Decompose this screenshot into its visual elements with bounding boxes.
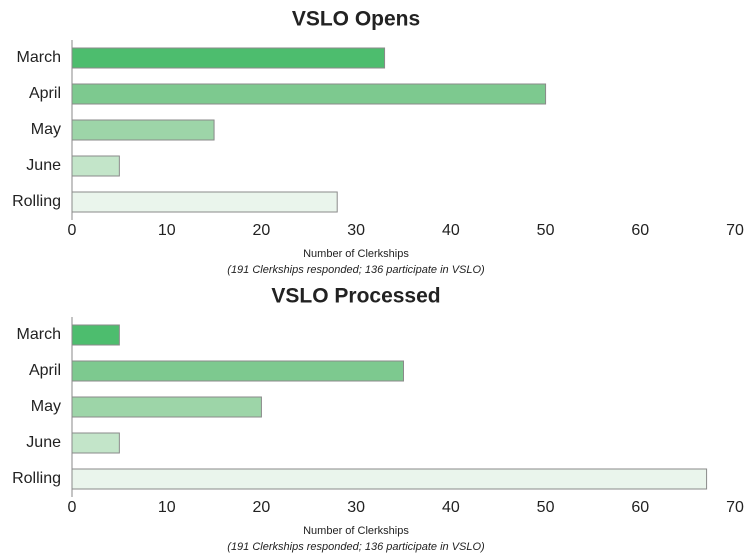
category-label: April	[29, 85, 61, 102]
bar	[71, 191, 338, 213]
bar	[71, 119, 215, 141]
category-label: Rolling	[12, 470, 61, 487]
x-tick-label: 70	[726, 499, 744, 516]
bar	[71, 432, 120, 454]
x-tick-label: 20	[253, 499, 271, 516]
bar	[71, 47, 386, 69]
x-axis-label: Number of Clerkships	[303, 525, 409, 537]
bar	[71, 468, 708, 490]
category-label: April	[29, 362, 61, 379]
chart-title: VSLO Processed	[271, 285, 440, 308]
note: (191 Clerkships responded; 136 participa…	[227, 264, 485, 276]
x-tick-label: 0	[68, 222, 77, 239]
category-label: Rolling	[12, 193, 61, 210]
x-tick-label: 60	[631, 499, 649, 516]
x-tick-label: 50	[537, 499, 555, 516]
bar	[71, 396, 262, 418]
category-label: May	[31, 398, 61, 415]
x-tick-label: 30	[347, 499, 365, 516]
x-tick-label: 70	[726, 222, 744, 239]
note: (191 Clerkships responded; 136 participa…	[227, 541, 485, 553]
x-tick-label: 0	[68, 499, 77, 516]
x-tick-label: 40	[442, 499, 460, 516]
x-tick-label: 10	[158, 499, 176, 516]
category-label: March	[17, 49, 61, 66]
chart-title: VSLO Opens	[292, 8, 420, 31]
category-label: May	[31, 121, 61, 138]
x-tick-label: 20	[253, 222, 271, 239]
bar	[71, 155, 120, 177]
x-tick-label: 60	[631, 222, 649, 239]
bar	[71, 83, 547, 105]
x-axis-label: Number of Clerkships	[303, 248, 409, 260]
category-label: June	[26, 434, 61, 451]
category-label: June	[26, 157, 61, 174]
bar	[71, 360, 404, 382]
x-tick-label: 30	[347, 222, 365, 239]
category-label: March	[17, 326, 61, 343]
x-tick-label: 50	[537, 222, 555, 239]
x-tick-label: 40	[442, 222, 460, 239]
bar	[71, 324, 120, 346]
x-tick-label: 10	[158, 222, 176, 239]
